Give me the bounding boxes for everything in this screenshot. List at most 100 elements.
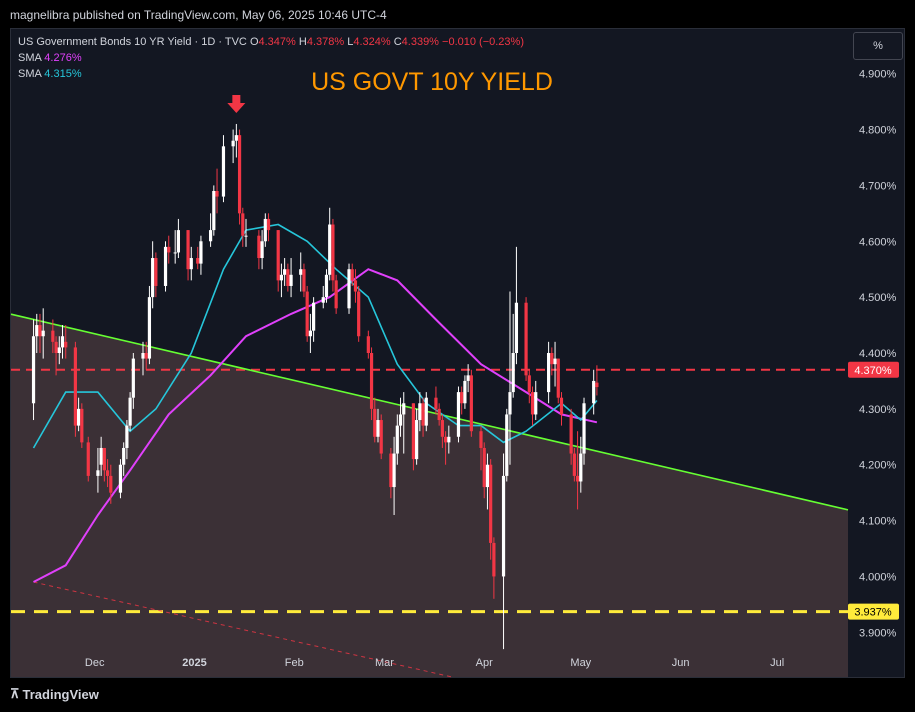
candle-body: [479, 431, 483, 448]
candle-body: [334, 280, 338, 309]
candle-body: [514, 302, 519, 353]
candle-body: [350, 269, 354, 281]
candle-body: [86, 442, 90, 476]
candles: [31, 123, 599, 650]
candle-body: [411, 403, 416, 460]
y-tick-label: 4.500%: [859, 292, 897, 304]
candle-body: [118, 464, 123, 493]
candle-body: [440, 420, 444, 437]
candle-body: [96, 470, 100, 476]
candle-body: [212, 191, 216, 231]
x-tick-label: Feb: [285, 657, 304, 669]
candle-body: [302, 269, 306, 292]
candle-body: [299, 269, 303, 275]
candle-body: [402, 403, 406, 415]
annotation-marker: [227, 95, 246, 113]
publish-info: magnelibra published on TradingView.com,…: [10, 8, 387, 22]
candle-body: [572, 453, 576, 476]
candle-body: [501, 475, 506, 577]
close-value: 4.339%: [401, 36, 439, 48]
chart-title: US GOVT 10Y YIELD: [311, 68, 553, 96]
candle-body: [234, 135, 238, 141]
high-label: H: [298, 36, 307, 48]
candle-body: [415, 420, 419, 460]
candle-body: [550, 353, 554, 365]
candle-body: [511, 353, 515, 393]
candle-body: [331, 224, 335, 281]
candle-body: [176, 230, 180, 253]
candle-body: [151, 258, 155, 298]
candle-body: [443, 436, 448, 443]
candle-body: [266, 218, 271, 231]
price-tag: [848, 361, 899, 378]
candle-body: [485, 464, 490, 488]
x-tick-label: Jul: [770, 657, 784, 669]
candle-body: [231, 140, 235, 147]
candle-body: [257, 235, 261, 259]
candle-body: [437, 408, 441, 421]
candle-body: [492, 542, 496, 577]
candle-body: [31, 336, 36, 404]
candle-body: [199, 241, 203, 264]
candle-body: [51, 330, 55, 342]
sma-fast-line: [32, 223, 598, 449]
candle-body: [99, 447, 103, 465]
candle-body: [395, 425, 399, 454]
sma-slow-legend[interactable]: SMA 4.276%: [18, 52, 82, 64]
candle-body: [547, 353, 551, 393]
candle-body: [215, 191, 219, 197]
candle-body: [77, 408, 81, 426]
candle-body: [398, 414, 403, 426]
candle-body: [154, 258, 158, 286]
candle-body: [208, 230, 213, 242]
candle-body: [163, 246, 168, 286]
x-tick-label: Jun: [672, 657, 690, 669]
y-tick-label: 4.300%: [859, 404, 897, 416]
candle-body: [534, 392, 538, 415]
candle-body: [241, 213, 245, 236]
candle-body: [424, 397, 428, 426]
candle-body: [418, 403, 422, 421]
candle-body: [189, 258, 193, 270]
candle-body: [144, 353, 148, 359]
low-label: L: [347, 36, 354, 48]
candle-body: [73, 347, 77, 426]
y-tick-label: 4.800%: [859, 125, 897, 137]
sma-fast-legend[interactable]: SMA 4.315%: [18, 68, 82, 80]
candle-body: [321, 297, 325, 303]
y-tick-label: 4.700%: [859, 180, 897, 192]
candle-body: [447, 436, 451, 443]
price-tag-label: 4.370%: [854, 365, 892, 377]
candle-body: [460, 392, 464, 404]
candle-body: [141, 353, 145, 359]
ohlc-legend: US Government Bonds 10 YR Yield · 1D · T…: [18, 36, 524, 48]
symbol-label[interactable]: US Government Bonds 10 YR Yield · 1D · T…: [18, 36, 247, 48]
candle-body: [466, 375, 470, 381]
candle-body: [109, 475, 113, 493]
candle-body: [186, 230, 190, 270]
candle-body: [389, 453, 393, 488]
candle-body: [556, 358, 560, 398]
candle-body: [595, 382, 599, 388]
candle-body: [125, 425, 129, 448]
high-value: 4.378%: [306, 36, 345, 48]
price-scale-unit-button[interactable]: %: [853, 32, 903, 60]
price-tag-label: 3.937%: [854, 607, 892, 619]
y-tick-label: 3.900%: [859, 627, 897, 639]
y-tick-label: 4.400%: [859, 348, 897, 360]
moving-averages: [32, 223, 598, 583]
candle-body: [64, 341, 68, 348]
candle-body: [376, 420, 380, 437]
candle-body: [508, 392, 512, 415]
candle-body: [369, 353, 374, 409]
down-arrow-icon: [227, 95, 246, 113]
candle-body: [527, 375, 531, 393]
x-tick-label: Mar: [375, 657, 394, 669]
candle-body: [237, 135, 242, 214]
shaded-zone: [11, 314, 848, 677]
candle-body: [592, 380, 596, 404]
candle-body: [530, 392, 535, 415]
open-value: 4.347%: [258, 36, 296, 48]
close-label: C: [393, 36, 402, 48]
